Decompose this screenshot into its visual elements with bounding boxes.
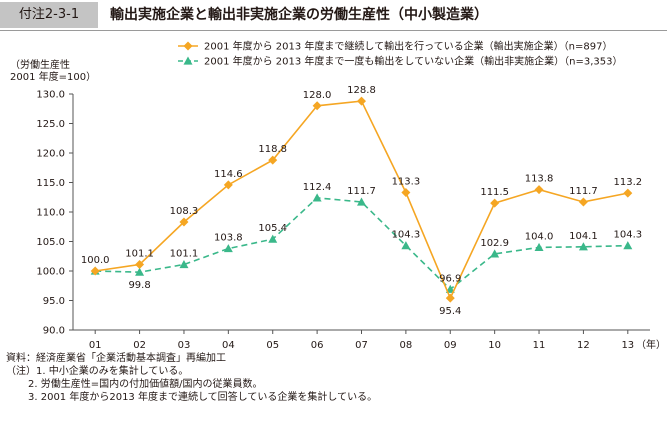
x-tick-label: 04 (222, 340, 235, 351)
x-axis-unit: （年） (636, 338, 666, 351)
data-point (534, 185, 544, 195)
data-point (490, 198, 500, 208)
x-tick-label: 07 (355, 340, 368, 351)
data-point (623, 188, 633, 198)
chart-axes: 90.0 95.0 100.0 105.0 110.0 115.0 120.0 125.0 13… (36, 90, 650, 351)
y-tick-label: 110.0 (36, 208, 65, 219)
data-point (312, 101, 322, 111)
x-tick-label: 11 (533, 340, 546, 351)
y-tick-label: 105.0 (36, 237, 65, 248)
data-point (90, 266, 100, 276)
figure-header: 付注2-3-1 輸出実施企業と輸出非実施企業の労働生産性（中小製造業） (0, 0, 667, 32)
figure-notes: 資料：経済産業省「企業活動基本調査」再編加工 （注）1. 中小企業のみを集計して… (6, 352, 646, 404)
data-point (179, 260, 189, 269)
data-label: 105.4 (258, 223, 287, 234)
legend-label: 2001 年度から 2013 年度まで一度も輸出をしていない企業（輸出非実施企業… (204, 55, 622, 68)
data-point (357, 96, 366, 106)
y-axis-title-line2: 2001 年度=100） (10, 70, 96, 83)
data-point (268, 155, 278, 165)
source-note: 資料：経済産業省「企業活動基本調査」再編加工 (6, 353, 226, 364)
y-tick-label: 90.0 (43, 326, 65, 337)
y-tick-label: 125.0 (36, 119, 65, 130)
data-point (578, 197, 588, 207)
data-point (357, 197, 366, 206)
note-2: 2. 労働生産性=国内の付加価値額/国内の従業員数。 (28, 379, 263, 390)
data-point (135, 267, 145, 276)
data-label: 104.1 (569, 231, 598, 242)
data-point (312, 193, 322, 202)
data-label: 104.3 (392, 230, 421, 241)
data-label: 101.1 (125, 249, 154, 260)
data-point (268, 234, 278, 243)
data-point (401, 241, 411, 250)
data-label: 128.8 (347, 85, 376, 96)
data-point (223, 244, 233, 253)
data-label: 104.0 (525, 231, 554, 242)
x-tick-label: 10 (488, 340, 501, 351)
data-point (623, 241, 633, 250)
figure-number: 付注2-3-1 (0, 2, 98, 28)
data-label: 113.3 (392, 177, 421, 188)
data-label: 118.8 (258, 144, 287, 155)
y-tick-label: 115.0 (36, 178, 65, 189)
data-label: 108.3 (170, 206, 199, 217)
figure-title: 輸出実施企業と輸出非実施企業の労働生産性（中小製造業） (110, 7, 488, 23)
data-label: 111.7 (569, 186, 598, 197)
data-point (223, 180, 233, 190)
x-tick-label: 13 (621, 340, 634, 351)
data-label: 102.9 (480, 238, 509, 249)
chart-legend: 2001 年度から 2013 年度まで継続して輸出を行っている企業（輸出実施企業… (178, 40, 622, 68)
data-point (179, 217, 189, 227)
data-label: 96.9 (439, 273, 461, 284)
x-tick-label: 12 (577, 340, 590, 351)
y-tick-label: 95.0 (43, 296, 65, 307)
x-tick-label: 01 (89, 340, 102, 351)
x-tick-label: 05 (266, 340, 279, 351)
data-label: 104.3 (613, 230, 642, 241)
data-point (445, 293, 455, 303)
x-tick-label: 02 (133, 340, 146, 351)
x-tick-label: 08 (400, 340, 413, 351)
data-label: 113.2 (613, 177, 642, 188)
header-rule (0, 30, 667, 31)
data-point (534, 242, 544, 251)
x-tick-label: 09 (444, 340, 457, 351)
data-point (578, 242, 588, 251)
y-tick-label: 120.0 (36, 149, 65, 160)
y-tick-label: 100.0 (36, 267, 65, 278)
data-label: 112.4 (303, 182, 332, 193)
data-point (135, 260, 145, 270)
y-axis-title-line1: （労働生産性 (10, 58, 70, 71)
line-chart: 2001 年度から 2013 年度まで継続して輸出を行っている企業（輸出実施企業… (10, 40, 666, 352)
data-label: 128.0 (303, 90, 332, 101)
data-label: 100.0 (81, 255, 110, 266)
data-label: 95.4 (439, 306, 461, 317)
chart-series (90, 96, 633, 303)
legend-marker (183, 56, 193, 65)
data-label: 111.7 (347, 186, 376, 197)
data-label: 111.5 (480, 187, 509, 198)
x-tick-label: 03 (178, 340, 191, 351)
data-point (490, 249, 500, 258)
legend-label: 2001 年度から 2013 年度まで継続して輸出を行っている企業（輸出実施企業… (204, 40, 612, 53)
data-label: 113.8 (525, 174, 554, 185)
legend-marker (183, 41, 193, 51)
y-tick-label: 130.0 (36, 90, 65, 101)
data-label: 101.1 (170, 249, 199, 260)
chart-data-labels: 100.0 101.1 108.3 114.6 118.8 128.0 128.8 113.3… (81, 85, 642, 317)
data-point (401, 188, 411, 198)
x-tick-label: 06 (311, 340, 324, 351)
data-label: 99.8 (128, 280, 150, 291)
note-1: （注）1. 中小企業のみを集計している。 (6, 366, 189, 377)
data-label: 103.8 (214, 233, 243, 244)
note-3: 3. 2001 年度から2013 年度まで連続して回答している企業を集計している… (28, 392, 378, 403)
data-label: 114.6 (214, 169, 243, 180)
